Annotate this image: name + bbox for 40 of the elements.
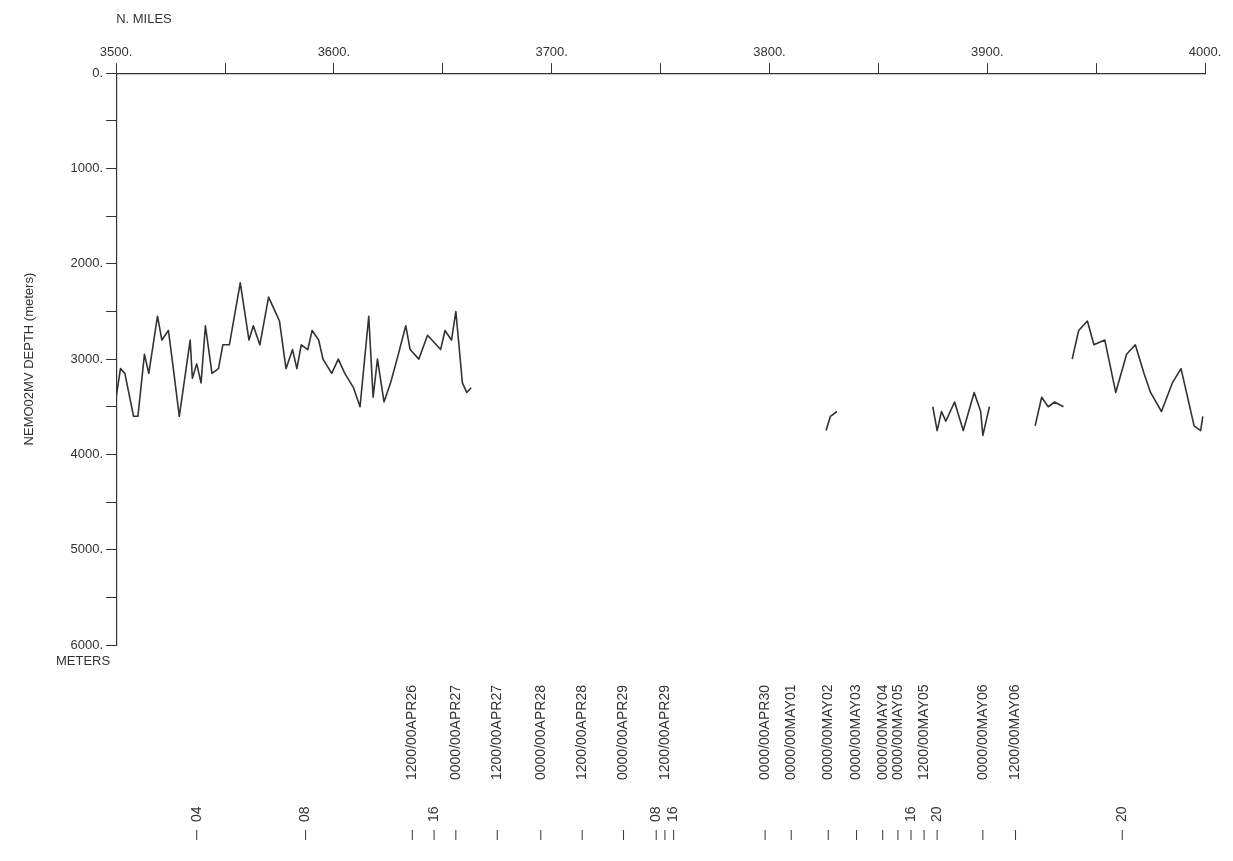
text: 0000/00APR27	[446, 684, 463, 780]
text: 1200/00MAY05	[914, 684, 931, 780]
text: 0000/00APR30	[755, 684, 772, 780]
y-axis-title: NEMO02MV DEPTH (meters)	[21, 272, 37, 446]
text: 16	[901, 806, 918, 822]
y-tick-label: 3000.	[70, 350, 104, 366]
text: 0000/00MAY03	[847, 684, 864, 780]
text: 1200/00APR29	[655, 684, 672, 780]
text: 0000/00APR29	[614, 684, 631, 780]
y-tick-label: 1000.	[70, 160, 104, 176]
text: METERS	[55, 653, 111, 669]
x-axis-title: N. MILES	[116, 11, 173, 27]
y-tick-label: 6000.	[70, 636, 104, 652]
text: 20	[1113, 806, 1130, 822]
text: 0000/00APR28	[531, 684, 548, 780]
x-tick-label: 3700.	[535, 43, 568, 59]
x-tick-label: 4000.	[1188, 43, 1222, 59]
text: 1200/00MAY06	[1006, 684, 1023, 780]
text: 0000/00MAY02	[819, 684, 836, 780]
text: 0000/00MAY01	[782, 684, 799, 780]
x-tick-label: 3600.	[317, 43, 351, 59]
text: 16	[664, 806, 681, 822]
x-tick-label: 3900.	[970, 43, 1004, 59]
text: 1200/00APR28	[573, 684, 590, 780]
x-tick-label: 3500.	[99, 43, 133, 59]
y-tick-label: 0.	[92, 64, 104, 80]
text: 04	[187, 806, 204, 822]
text: 16	[424, 806, 441, 822]
y-tick-label: 2000.	[70, 255, 104, 271]
y-tick-label: 4000.	[70, 445, 104, 461]
x-tick-label: 3800.	[753, 43, 786, 59]
text: 08	[647, 806, 664, 822]
text: 08	[296, 806, 313, 822]
text: 20	[928, 806, 944, 822]
text: 0000/00MAY04	[873, 684, 890, 780]
text: 0000/00MAY06	[973, 684, 990, 780]
y-tick-label: 5000.	[70, 541, 104, 557]
text: 1200/00APR26	[403, 684, 420, 780]
text: 0000/00MAY05	[888, 684, 905, 780]
text: 1200/00APR27	[488, 684, 505, 780]
